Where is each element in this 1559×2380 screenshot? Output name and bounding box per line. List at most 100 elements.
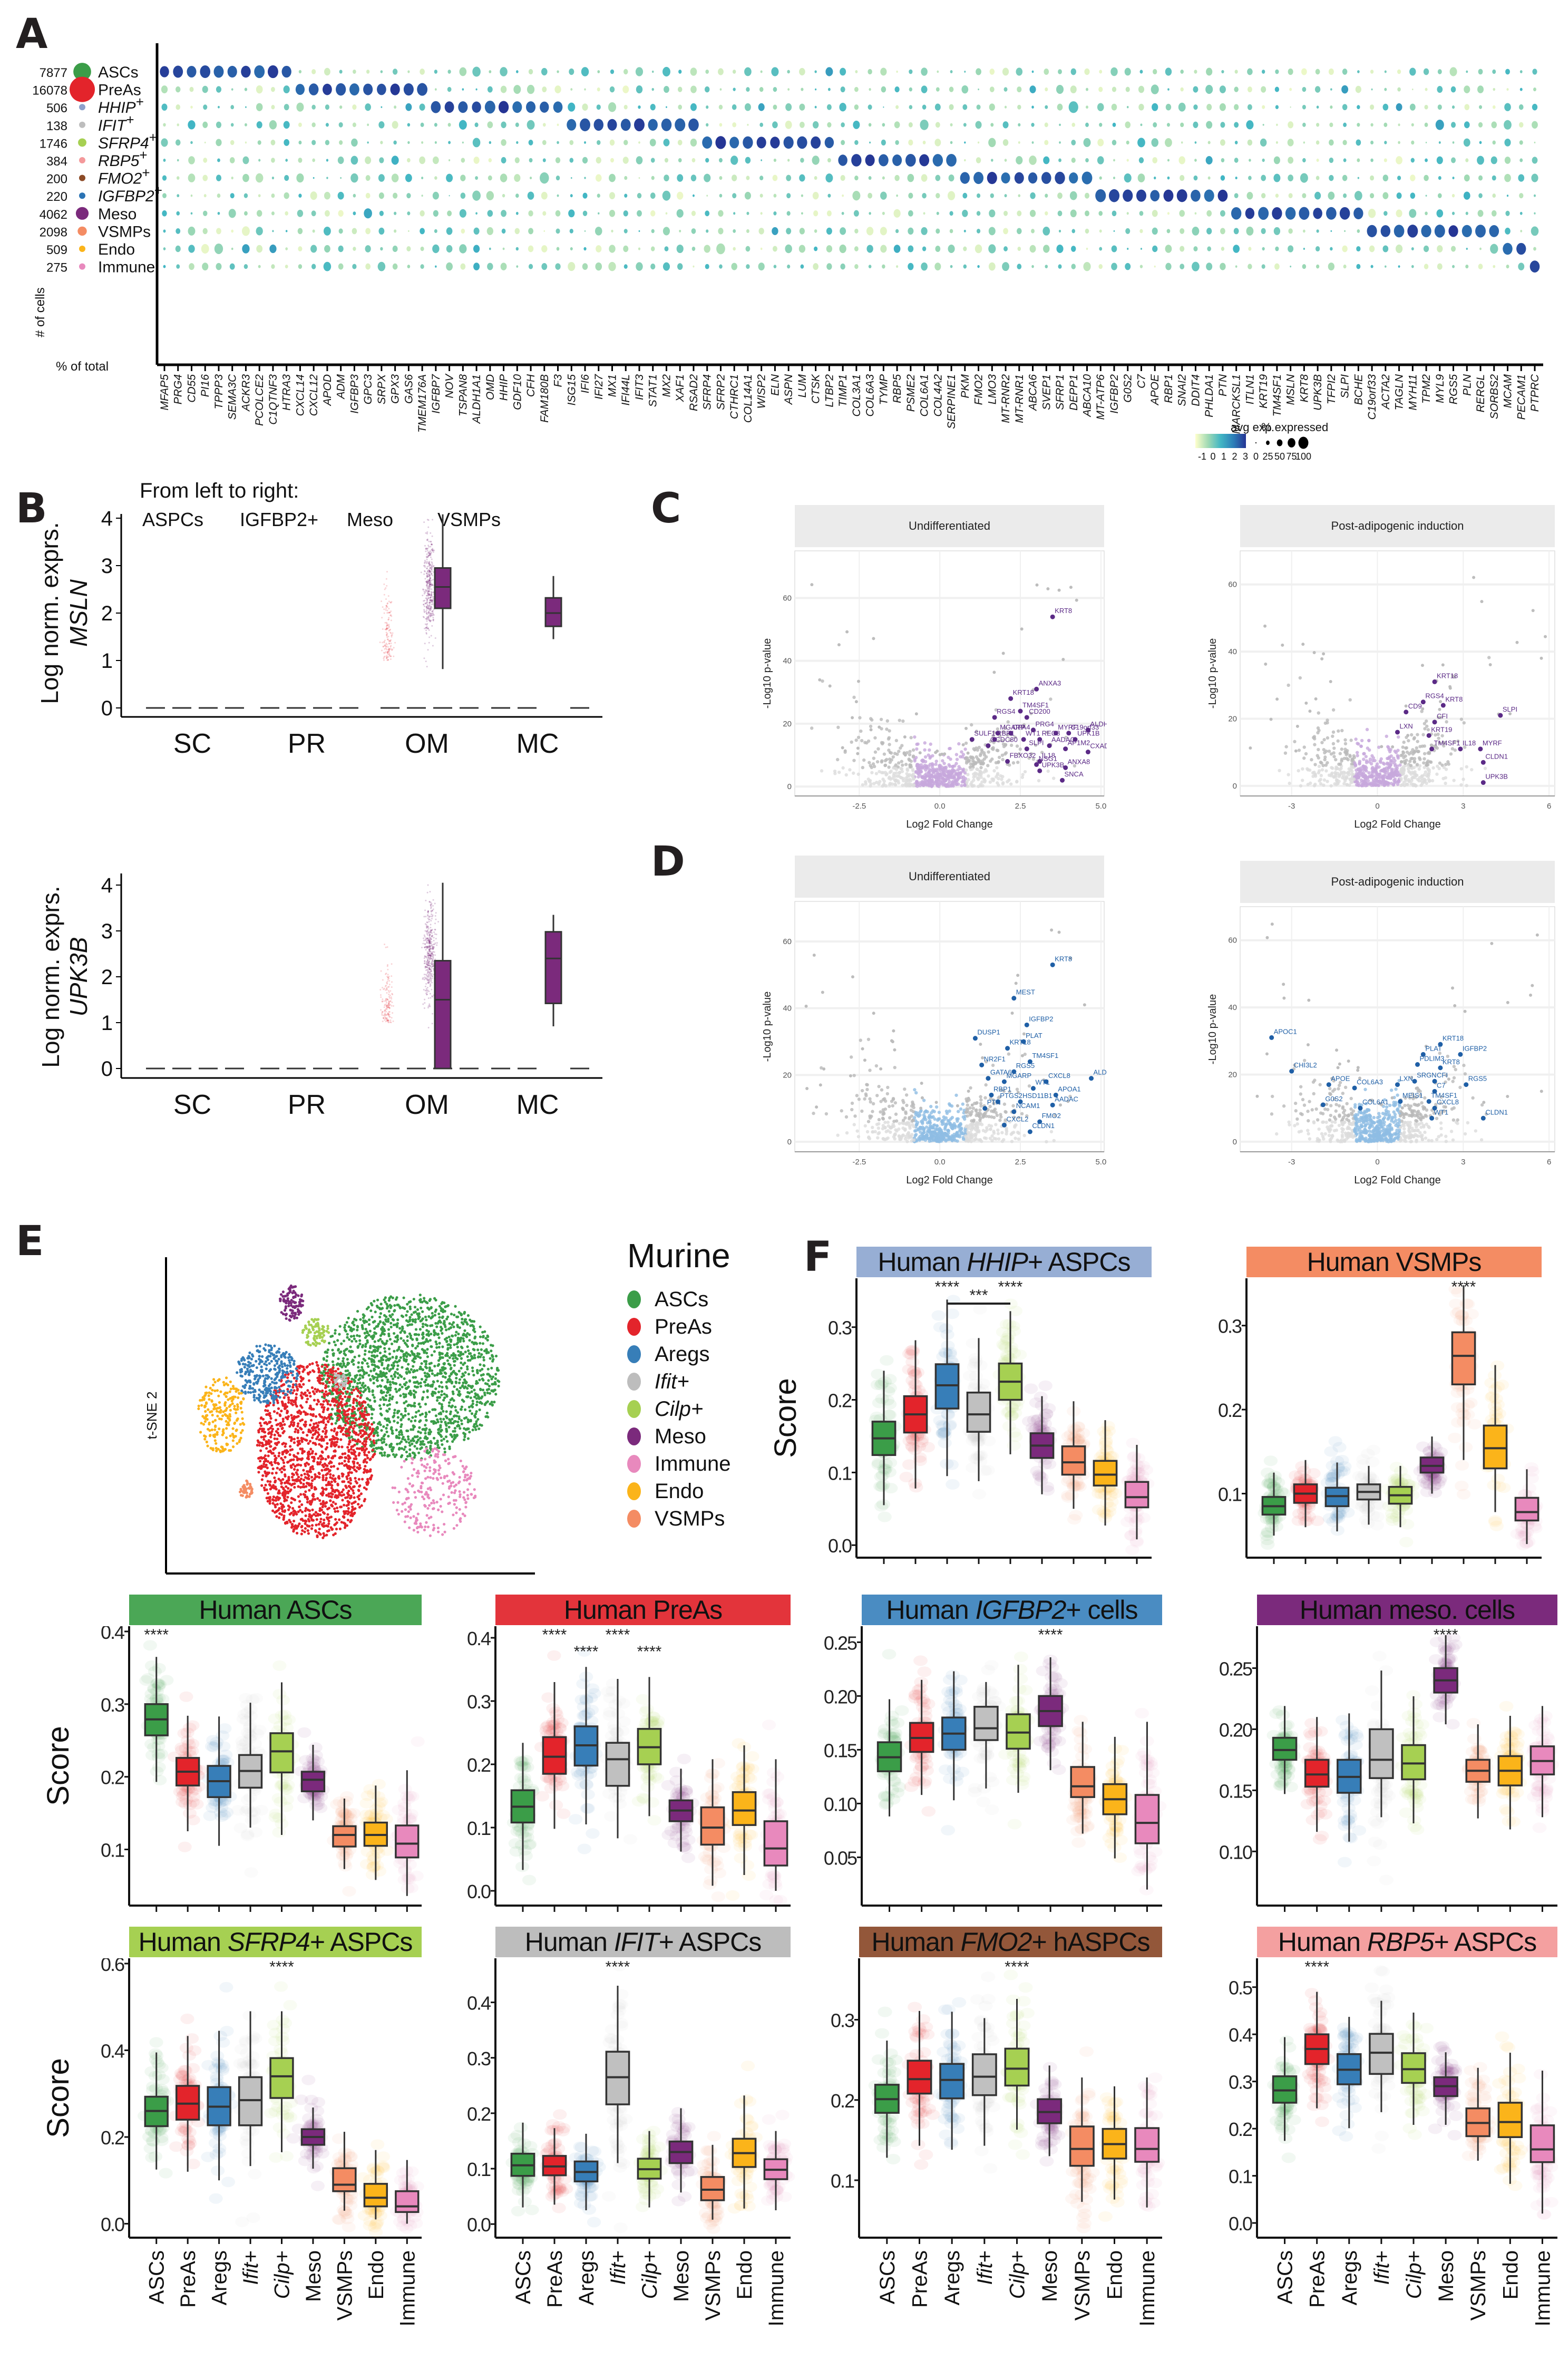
volcano-point: [872, 1102, 875, 1105]
expression-dot: [1478, 193, 1483, 198]
volcano-point: [969, 755, 972, 759]
expression-dot: [677, 192, 683, 200]
volcano-point: [892, 766, 895, 770]
b-jitter-point: [427, 649, 429, 650]
b-jitter-point: [379, 989, 381, 990]
expression-dot: [1235, 141, 1238, 144]
expression-dot: [922, 193, 927, 199]
expression-dot: [489, 248, 491, 250]
volcano-point: [1356, 742, 1359, 745]
expression-dot: [1180, 70, 1183, 74]
cluster-label: VSMPs: [98, 223, 151, 240]
expression-dot: [580, 119, 590, 131]
expression-dot: [487, 121, 493, 128]
expression-dot: [392, 156, 399, 164]
expression-dot: [1506, 88, 1508, 91]
expression-dot: [216, 228, 221, 234]
cluster-color-dot: [79, 175, 85, 181]
expression-dot: [1478, 264, 1483, 269]
volcano-point: [982, 1129, 985, 1132]
expression-dot: [976, 121, 982, 129]
expression-dot: [1058, 264, 1062, 268]
b-jitter-point: [430, 532, 431, 534]
expression-dot: [1043, 157, 1049, 164]
expression-dot: [1342, 246, 1347, 252]
expression-dot: [923, 141, 926, 144]
volcano-point: [886, 1121, 890, 1124]
b-jitter-point: [432, 996, 433, 997]
volcano-gene-label: FBXO32: [1010, 751, 1036, 759]
expression-dot: [1464, 191, 1470, 199]
expression-dot: [746, 246, 751, 252]
expression-dot: [503, 248, 505, 250]
expression-dot: [1071, 140, 1076, 145]
gene-label: TMEM176A: [416, 374, 428, 433]
expression-dot: [651, 229, 655, 234]
expression-dot: [1328, 263, 1334, 270]
expression-dot: [977, 211, 980, 216]
expression-dot: [624, 193, 627, 197]
volcano-point: [901, 720, 904, 723]
cluster-count: 4062: [40, 208, 67, 222]
b-jitter-point: [431, 604, 433, 605]
expression-dot: [1505, 157, 1511, 164]
b-jitter-point: [388, 643, 390, 644]
expression-dot: [1452, 212, 1455, 215]
cluster-count: 16078: [32, 84, 67, 98]
b-jitter-point: [388, 608, 389, 609]
expression-dot: [596, 157, 601, 164]
color-legend-tick: 3: [1243, 451, 1248, 462]
volcano-point: [901, 1121, 904, 1124]
expression-dot: [340, 177, 342, 179]
volcano-point: [894, 1101, 897, 1104]
volcano-gene-label: CCDC80: [990, 736, 1018, 744]
b-jitter-point: [428, 973, 430, 974]
volcano-point: [938, 1111, 941, 1114]
b-jitter-point: [431, 569, 433, 570]
volcano-point: [908, 753, 911, 756]
volcano-point: [903, 735, 907, 739]
expression-dot: [1530, 260, 1540, 273]
expression-dot: [204, 142, 206, 143]
expression-dot: [203, 104, 207, 110]
expression-dot: [282, 66, 291, 77]
volcano-point: [972, 1139, 976, 1142]
expression-dot: [827, 104, 832, 110]
volcano-point: [1317, 711, 1320, 714]
gene-label: SFRP4: [701, 374, 714, 410]
expression-dot: [298, 246, 302, 251]
expression-dot: [1493, 265, 1495, 268]
volcano-point: [908, 750, 911, 753]
volcano-point: [1281, 644, 1284, 647]
expression-dot: [1285, 207, 1296, 220]
expression-dot: [1099, 247, 1102, 250]
expression-dot: [1398, 141, 1400, 144]
expression-dot: [473, 245, 480, 253]
expression-dot: [1424, 264, 1428, 269]
expression-dot: [1030, 245, 1036, 253]
expression-dot: [311, 105, 316, 110]
volcano-point: [1445, 720, 1448, 723]
expression-dot: [650, 139, 656, 146]
b-jitter-point: [389, 995, 391, 996]
expression-dot: [297, 210, 303, 217]
b-jitter-point: [387, 999, 388, 1000]
expression-dot: [500, 67, 508, 76]
expression-dot: [1437, 86, 1443, 93]
expression-dot: [1507, 195, 1508, 197]
b-jitter-point: [426, 620, 427, 622]
volcano-point: [850, 741, 853, 744]
volcano-point: [909, 736, 912, 739]
volcano-gene-label: CD200: [1029, 707, 1050, 715]
expression-dot: [242, 174, 249, 182]
volcano-point: [1391, 745, 1394, 749]
expression-dot: [1289, 193, 1293, 198]
expression-dot: [662, 191, 671, 201]
expression-dot: [161, 103, 167, 110]
b-jitter-point: [381, 970, 382, 972]
volcano-point: [924, 755, 927, 759]
expression-dot: [570, 229, 573, 234]
expression-dot: [1466, 248, 1468, 250]
expression-dot: [880, 245, 886, 253]
